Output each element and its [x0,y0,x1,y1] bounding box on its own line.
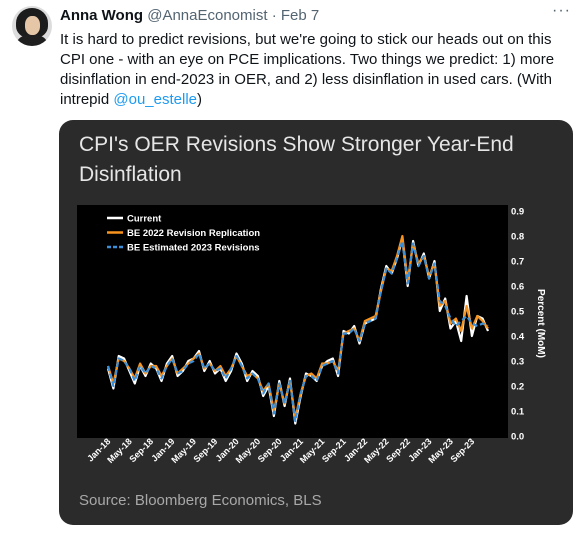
tweet-date[interactable]: Feb 7 [280,7,320,24]
mention-link[interactable]: @ou_estelle [113,91,197,108]
tweet-header: Anna Wong @AnnaEconomist · Feb 7 [60,7,319,25]
legend-label: BE 2022 Revision Replication [127,228,260,239]
more-options-icon[interactable]: ··· [552,2,571,19]
tweet-text: It is hard to predict revisions, but we'… [60,30,575,110]
x-tick-label: Sep-19 [192,436,220,464]
legend-label: Current [127,214,162,225]
separator-dot: · [271,7,277,24]
x-tick-label: Sep-20 [256,436,284,464]
author-name[interactable]: Anna Wong [60,7,144,24]
y-tick-label: 0.7 [511,257,524,268]
y-tick-label: 0.0 [511,432,524,443]
chart-svg: 0.0 0.1 0.2 0.3 0.4 0.5 0.6 0.7 0.8 0.9 Percent (M… [77,205,546,465]
y-tick-label: 0.4 [511,332,525,343]
y-tick-label: 0.5 [511,307,525,318]
tweet-body: It is hard to predict revisions, but we'… [60,31,555,108]
avatar-face [25,16,40,35]
chart-image-card[interactable]: CPI's OER Revisions Show Stronger Year-E… [59,120,573,525]
avatar[interactable] [12,6,52,46]
author-handle[interactable]: @AnnaEconomist [147,7,268,24]
chart-source: Source: Bloomberg Economics, BLS [79,492,322,509]
legend-label: BE Estimated 2023 Revisions [127,243,260,254]
x-tick-label: Sep-22 [384,436,412,464]
y-tick-label: 0.8 [511,232,524,243]
series-line-2 [106,239,489,423]
y-tick-label: 0.2 [511,382,524,393]
chart-title: CPI's OER Revisions Show Stronger Year-E… [79,133,514,186]
x-tick-label: Sep-18 [127,436,155,464]
x-tick-label: Sep-21 [320,436,348,464]
avatar-body [17,35,47,46]
x-tick-label: Sep-23 [448,436,476,464]
y-tick-label: 0.1 [511,407,525,418]
tweet-body-end: ) [197,91,202,108]
y-tick-label: 0.6 [511,282,524,293]
y-axis-label: Percent (MoM) [535,289,546,358]
y-tick-label: 0.9 [511,207,524,218]
y-tick-label: 0.3 [511,357,524,368]
